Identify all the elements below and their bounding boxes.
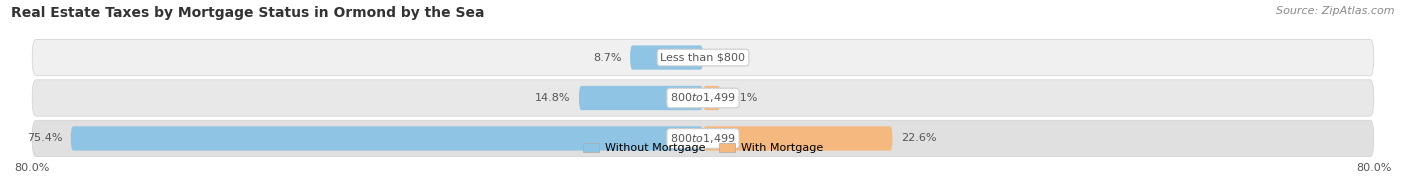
- Text: $800 to $1,499: $800 to $1,499: [671, 92, 735, 104]
- FancyBboxPatch shape: [630, 45, 703, 70]
- FancyBboxPatch shape: [32, 120, 1374, 157]
- Text: 14.8%: 14.8%: [536, 93, 571, 103]
- FancyBboxPatch shape: [32, 39, 1374, 76]
- Text: Source: ZipAtlas.com: Source: ZipAtlas.com: [1277, 6, 1395, 16]
- Text: Less than $800: Less than $800: [661, 53, 745, 63]
- Text: Real Estate Taxes by Mortgage Status in Ormond by the Sea: Real Estate Taxes by Mortgage Status in …: [11, 6, 485, 20]
- Text: 75.4%: 75.4%: [27, 133, 62, 143]
- Text: $800 to $1,499: $800 to $1,499: [671, 132, 735, 145]
- Text: 22.6%: 22.6%: [901, 133, 936, 143]
- FancyBboxPatch shape: [703, 126, 893, 151]
- Legend: Without Mortgage, With Mortgage: Without Mortgage, With Mortgage: [578, 138, 828, 158]
- FancyBboxPatch shape: [579, 86, 703, 110]
- FancyBboxPatch shape: [32, 80, 1374, 116]
- Text: 0.0%: 0.0%: [711, 53, 740, 63]
- Text: 8.7%: 8.7%: [593, 53, 621, 63]
- Text: 2.1%: 2.1%: [728, 93, 758, 103]
- FancyBboxPatch shape: [703, 86, 721, 110]
- FancyBboxPatch shape: [70, 126, 703, 151]
